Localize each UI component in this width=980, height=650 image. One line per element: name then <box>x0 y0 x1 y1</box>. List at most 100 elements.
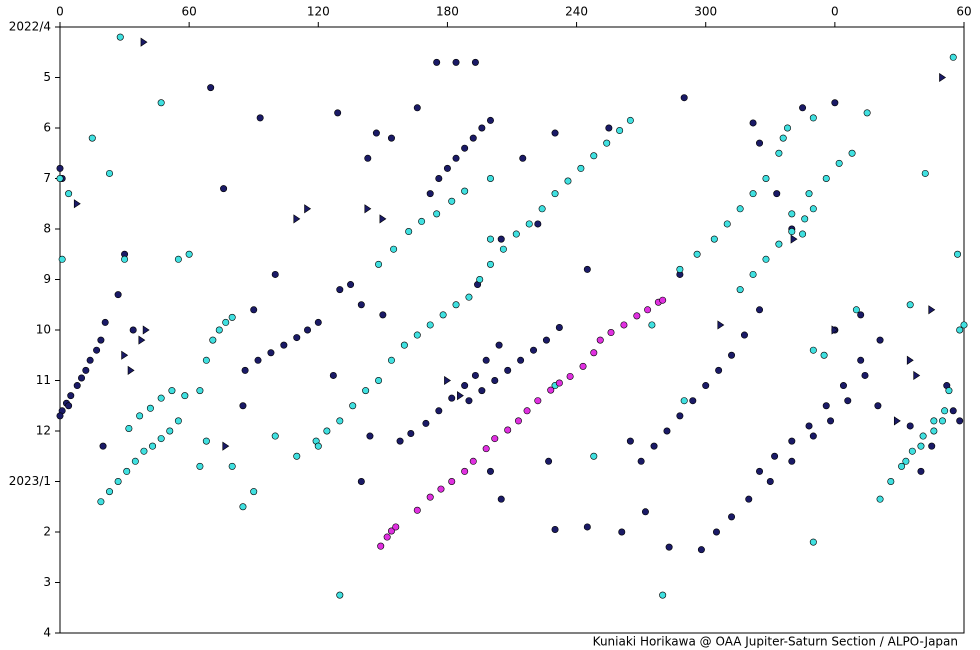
y-tick-label: 10 <box>36 323 51 337</box>
point <box>749 119 757 127</box>
point <box>712 528 720 536</box>
point <box>375 376 383 384</box>
point <box>857 356 865 364</box>
point <box>379 311 387 319</box>
y-tick-label: 2022/4 <box>9 20 51 34</box>
point <box>919 432 927 440</box>
point <box>99 442 107 450</box>
x-tick-label: 0 <box>56 5 64 19</box>
triangle-point <box>142 325 150 335</box>
point <box>723 220 731 228</box>
point <box>461 187 469 195</box>
point <box>166 427 174 435</box>
point <box>486 235 494 243</box>
point <box>887 477 895 485</box>
triangle-point <box>928 305 936 315</box>
point <box>271 270 279 278</box>
point <box>648 321 656 329</box>
point <box>185 250 193 258</box>
point <box>788 457 796 465</box>
point <box>547 386 555 394</box>
point <box>486 175 494 183</box>
y-tick-label: 3 <box>43 575 51 589</box>
point <box>517 356 525 364</box>
point <box>579 362 587 370</box>
point <box>551 129 559 137</box>
point <box>271 432 279 440</box>
point <box>86 356 94 364</box>
point <box>538 205 546 213</box>
point <box>482 356 490 364</box>
point <box>106 169 114 177</box>
point <box>121 255 129 263</box>
point <box>422 419 430 427</box>
point <box>799 230 807 238</box>
point <box>519 154 527 162</box>
point <box>626 437 634 445</box>
point <box>954 250 962 258</box>
point <box>413 104 421 112</box>
point <box>448 477 456 485</box>
point <box>461 144 469 152</box>
triangle-point <box>73 199 81 209</box>
point <box>82 366 90 374</box>
point <box>659 591 667 599</box>
point <box>314 442 322 450</box>
point <box>461 382 469 390</box>
point <box>448 394 456 402</box>
point <box>452 154 460 162</box>
point <box>469 457 477 465</box>
point <box>736 286 744 294</box>
point <box>566 372 574 380</box>
point <box>116 33 124 41</box>
point <box>620 321 628 329</box>
point <box>250 488 258 496</box>
point <box>491 435 499 443</box>
point <box>347 281 355 289</box>
point <box>443 164 451 172</box>
point <box>583 523 591 531</box>
x-tick-label: 60 <box>182 5 197 19</box>
point <box>749 270 757 278</box>
point <box>740 331 748 339</box>
point <box>618 528 626 536</box>
point <box>756 467 764 475</box>
point <box>452 301 460 309</box>
point <box>349 402 357 410</box>
triangle-point <box>790 234 798 244</box>
point <box>65 402 73 410</box>
point <box>938 417 946 425</box>
point <box>239 503 247 511</box>
y-tick-label: 4 <box>43 626 51 640</box>
triangle-point <box>121 350 129 360</box>
point <box>863 109 871 117</box>
point <box>174 255 182 263</box>
point <box>809 114 817 122</box>
point <box>78 374 86 382</box>
point <box>433 58 441 66</box>
point <box>590 452 598 460</box>
point <box>357 301 365 309</box>
point <box>637 457 645 465</box>
point <box>603 139 611 147</box>
point <box>917 467 925 475</box>
y-tick-label: 7 <box>43 171 51 185</box>
point <box>157 99 165 107</box>
point <box>123 467 131 475</box>
point <box>396 437 404 445</box>
y-tick-label: 6 <box>43 121 51 135</box>
credit: Kuniaki Horikawa @ OAA Jupiter-Saturn Se… <box>593 635 958 649</box>
point <box>140 447 148 455</box>
y-tick-label: 2023/1 <box>9 474 51 488</box>
plot-frame <box>59 26 965 634</box>
point <box>390 245 398 253</box>
point <box>323 427 331 435</box>
point <box>196 462 204 470</box>
point <box>827 417 835 425</box>
point <box>710 235 718 243</box>
point <box>174 417 182 425</box>
point <box>788 228 796 236</box>
point <box>131 457 139 465</box>
point <box>157 435 165 443</box>
y-tick-label: 8 <box>43 222 51 236</box>
